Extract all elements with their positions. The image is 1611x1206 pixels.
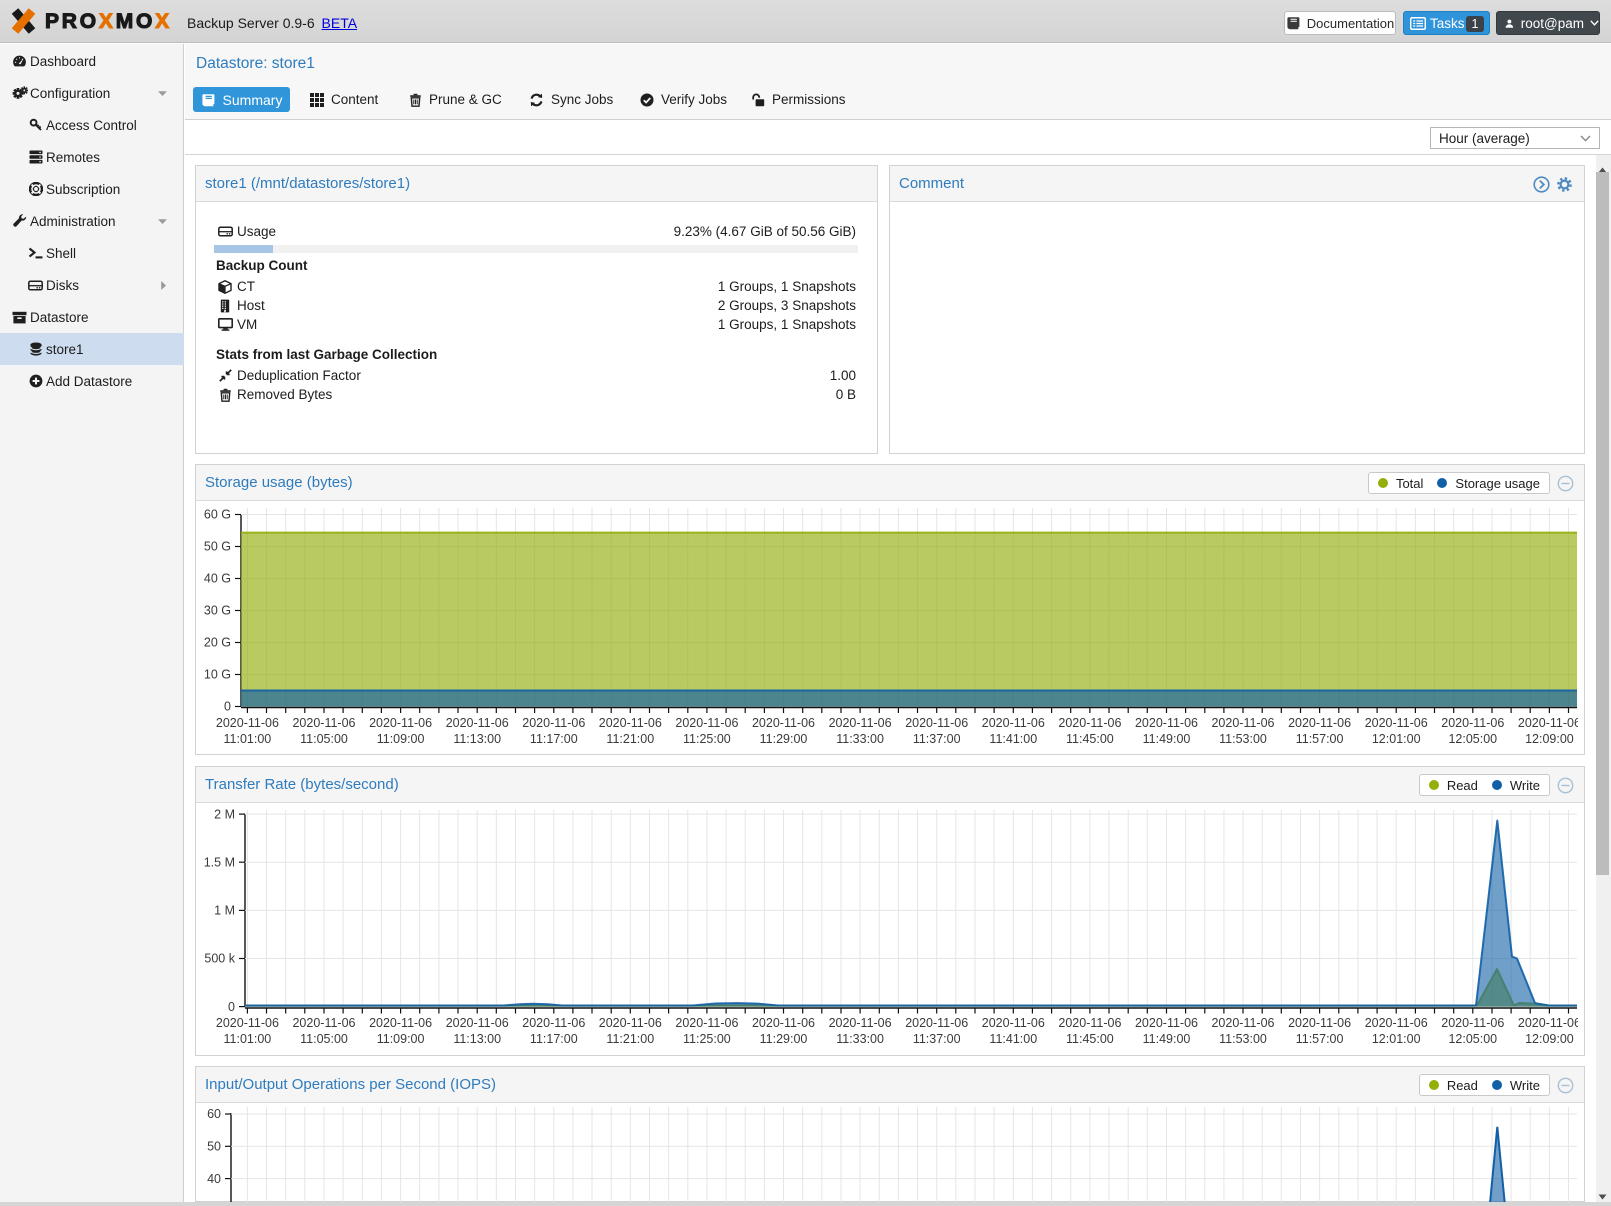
svg-text:2020-11-06: 2020-11-06 [905,716,968,730]
svg-text:11:09:00: 11:09:00 [377,1032,425,1046]
svg-text:2020-11-06: 2020-11-06 [599,1016,662,1030]
svg-text:60: 60 [207,1107,221,1121]
svg-text:11:17:00: 11:17:00 [530,1032,578,1046]
svg-text:11:57:00: 11:57:00 [1296,1032,1344,1046]
svg-text:2020-11-06: 2020-11-06 [829,716,892,730]
svg-text:11:25:00: 11:25:00 [683,1032,731,1046]
svg-text:11:49:00: 11:49:00 [1143,1032,1191,1046]
svg-text:500 k: 500 k [204,952,235,966]
svg-text:11:57:00: 11:57:00 [1296,732,1344,746]
svg-text:2020-11-06: 2020-11-06 [1365,716,1428,730]
svg-text:2020-11-06: 2020-11-06 [599,716,662,730]
svg-text:2020-11-06: 2020-11-06 [1135,716,1198,730]
svg-text:12:01:00: 12:01:00 [1372,1032,1421,1046]
svg-text:2020-11-06: 2020-11-06 [675,1016,738,1030]
svg-text:10 G: 10 G [204,668,231,682]
svg-text:50: 50 [207,1140,221,1154]
svg-text:2020-11-06: 2020-11-06 [1518,716,1578,730]
svg-text:11:45:00: 11:45:00 [1066,732,1114,746]
svg-text:11:13:00: 11:13:00 [453,732,501,746]
svg-text:2020-11-06: 2020-11-06 [522,716,585,730]
svg-text:2020-11-06: 2020-11-06 [292,716,355,730]
svg-text:2020-11-06: 2020-11-06 [369,716,432,730]
svg-text:2020-11-06: 2020-11-06 [446,716,509,730]
svg-text:11:53:00: 11:53:00 [1219,1032,1267,1046]
svg-text:11:29:00: 11:29:00 [760,1032,808,1046]
svg-text:12:01:00: 12:01:00 [1372,732,1421,746]
svg-text:2020-11-06: 2020-11-06 [675,716,738,730]
svg-text:2020-11-06: 2020-11-06 [1441,1016,1504,1030]
svg-text:2020-11-06: 2020-11-06 [829,1016,892,1030]
svg-text:11:01:00: 11:01:00 [224,732,272,746]
svg-text:11:41:00: 11:41:00 [989,732,1037,746]
svg-text:2020-11-06: 2020-11-06 [216,1016,279,1030]
svg-text:2020-11-06: 2020-11-06 [1441,716,1504,730]
svg-text:40 G: 40 G [204,572,231,586]
svg-text:2020-11-06: 2020-11-06 [752,1016,815,1030]
svg-text:30 G: 30 G [204,604,231,618]
svg-text:11:45:00: 11:45:00 [1066,1032,1114,1046]
svg-text:2 M: 2 M [214,807,235,821]
svg-text:11:33:00: 11:33:00 [836,1032,884,1046]
svg-text:11:53:00: 11:53:00 [1219,732,1267,746]
svg-text:60 G: 60 G [204,508,231,522]
svg-text:11:41:00: 11:41:00 [989,1032,1037,1046]
svg-text:2020-11-06: 2020-11-06 [752,716,815,730]
svg-text:1.5 M: 1.5 M [204,855,235,869]
svg-text:11:29:00: 11:29:00 [760,732,808,746]
svg-text:40: 40 [207,1172,221,1186]
svg-text:11:33:00: 11:33:00 [836,732,884,746]
svg-text:12:09:00: 12:09:00 [1525,1032,1574,1046]
svg-text:11:05:00: 11:05:00 [300,732,348,746]
svg-text:2020-11-06: 2020-11-06 [1135,1016,1198,1030]
svg-text:2020-11-06: 2020-11-06 [1288,716,1351,730]
svg-text:1 M: 1 M [214,904,235,918]
svg-text:11:25:00: 11:25:00 [683,732,731,746]
svg-text:0: 0 [228,1000,235,1014]
svg-text:11:13:00: 11:13:00 [453,1032,501,1046]
svg-text:11:49:00: 11:49:00 [1143,732,1191,746]
svg-text:11:09:00: 11:09:00 [377,732,425,746]
svg-text:11:21:00: 11:21:00 [606,1032,654,1046]
svg-text:12:09:00: 12:09:00 [1525,732,1574,746]
svg-text:2020-11-06: 2020-11-06 [1288,1016,1351,1030]
svg-text:2020-11-06: 2020-11-06 [982,1016,1045,1030]
svg-text:2020-11-06: 2020-11-06 [369,1016,432,1030]
svg-text:2020-11-06: 2020-11-06 [292,1016,355,1030]
svg-text:11:05:00: 11:05:00 [300,1032,348,1046]
svg-text:2020-11-06: 2020-11-06 [1058,1016,1121,1030]
svg-text:2020-11-06: 2020-11-06 [446,1016,509,1030]
svg-text:12:05:00: 12:05:00 [1448,1032,1497,1046]
svg-text:2020-11-06: 2020-11-06 [1518,1016,1578,1030]
svg-text:11:17:00: 11:17:00 [530,732,578,746]
svg-text:2020-11-06: 2020-11-06 [1211,1016,1274,1030]
svg-text:50 G: 50 G [204,540,231,554]
svg-text:2020-11-06: 2020-11-06 [982,716,1045,730]
svg-text:0: 0 [224,700,231,714]
svg-text:2020-11-06: 2020-11-06 [1058,716,1121,730]
svg-text:2020-11-06: 2020-11-06 [216,716,279,730]
svg-text:2020-11-06: 2020-11-06 [1211,716,1274,730]
svg-text:11:01:00: 11:01:00 [224,1032,272,1046]
svg-text:11:37:00: 11:37:00 [913,732,961,746]
svg-text:11:37:00: 11:37:00 [913,1032,961,1046]
svg-text:11:21:00: 11:21:00 [606,732,654,746]
svg-text:12:05:00: 12:05:00 [1448,732,1497,746]
svg-text:2020-11-06: 2020-11-06 [1365,1016,1428,1030]
svg-text:2020-11-06: 2020-11-06 [905,1016,968,1030]
svg-text:2020-11-06: 2020-11-06 [522,1016,585,1030]
svg-text:20 G: 20 G [204,636,231,650]
